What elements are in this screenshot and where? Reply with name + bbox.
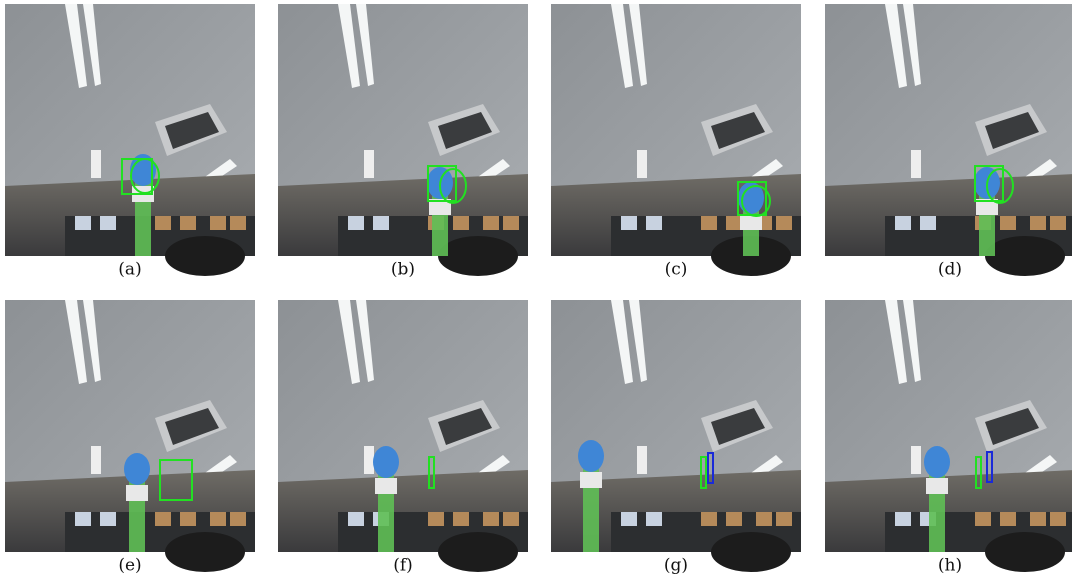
box xyxy=(1000,216,1016,230)
head xyxy=(438,532,518,572)
light-small xyxy=(637,446,647,474)
photo xyxy=(5,4,255,276)
box xyxy=(483,512,499,526)
box xyxy=(210,216,226,230)
stick-tip xyxy=(924,446,950,478)
stick-tip xyxy=(373,446,399,478)
light-small xyxy=(911,446,921,474)
box xyxy=(155,216,171,230)
head xyxy=(985,532,1065,572)
caption: (f) xyxy=(393,556,413,576)
box xyxy=(920,216,936,230)
box xyxy=(373,216,389,230)
box xyxy=(1030,512,1046,526)
box xyxy=(701,216,717,230)
box xyxy=(453,216,469,230)
box xyxy=(726,512,742,526)
head xyxy=(165,532,245,572)
box xyxy=(1000,512,1016,526)
caption: (b) xyxy=(391,260,415,280)
box xyxy=(348,512,364,526)
box xyxy=(776,216,792,230)
light-small xyxy=(911,150,921,178)
figure: (a) (b) (c) (d) (e) (f) (g) (h) xyxy=(0,0,1072,587)
stick-tip xyxy=(578,440,604,472)
box xyxy=(621,216,637,230)
stick-label xyxy=(126,485,148,501)
box xyxy=(483,216,499,230)
box xyxy=(701,512,717,526)
box xyxy=(1030,216,1046,230)
photo xyxy=(551,4,801,276)
box xyxy=(503,512,519,526)
head xyxy=(165,236,245,276)
box xyxy=(155,512,171,526)
light-small xyxy=(364,446,374,474)
photo xyxy=(551,300,801,572)
box xyxy=(726,216,742,230)
light-small xyxy=(91,150,101,178)
box xyxy=(180,512,196,526)
light-small xyxy=(91,446,101,474)
box xyxy=(776,512,792,526)
box xyxy=(1050,512,1066,526)
stick-label xyxy=(580,472,602,488)
head xyxy=(711,532,791,572)
head xyxy=(438,236,518,276)
box xyxy=(756,512,772,526)
photo xyxy=(825,300,1072,572)
box xyxy=(348,216,364,230)
stick-label xyxy=(375,478,397,494)
box xyxy=(230,512,246,526)
caption: (d) xyxy=(938,260,962,280)
box xyxy=(1050,216,1066,230)
box xyxy=(100,216,116,230)
stick-label xyxy=(926,478,948,494)
head xyxy=(985,236,1065,276)
photo xyxy=(5,300,255,572)
box xyxy=(75,216,91,230)
light-small xyxy=(637,150,647,178)
box xyxy=(428,512,444,526)
photo xyxy=(278,300,528,572)
caption: (e) xyxy=(118,556,141,576)
light-small xyxy=(364,150,374,178)
photo xyxy=(825,4,1072,276)
box xyxy=(646,512,662,526)
box xyxy=(975,512,991,526)
caption: (c) xyxy=(665,260,688,280)
box xyxy=(230,216,246,230)
box xyxy=(100,512,116,526)
photo xyxy=(278,4,528,276)
box xyxy=(621,512,637,526)
box xyxy=(895,512,911,526)
box xyxy=(75,512,91,526)
stick-tip xyxy=(124,453,150,485)
box xyxy=(453,512,469,526)
box xyxy=(895,216,911,230)
box xyxy=(503,216,519,230)
caption: (g) xyxy=(664,556,688,576)
caption: (h) xyxy=(938,556,962,576)
box xyxy=(180,216,196,230)
box xyxy=(646,216,662,230)
box xyxy=(210,512,226,526)
caption: (a) xyxy=(118,260,141,280)
